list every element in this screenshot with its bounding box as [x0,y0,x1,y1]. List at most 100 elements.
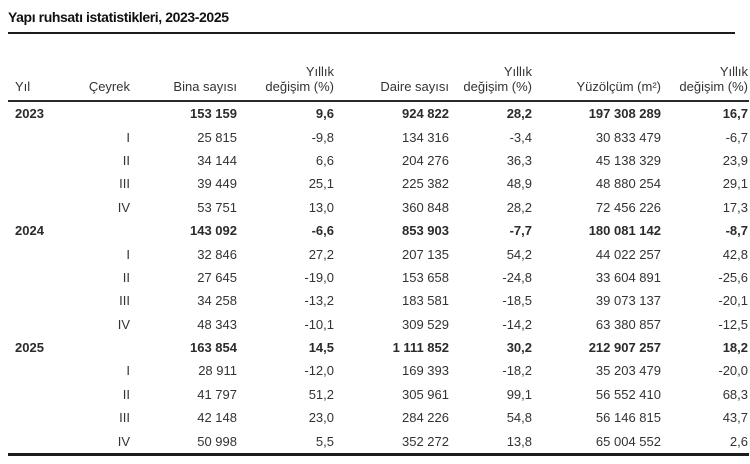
bina-sayisi-cell: 48 343 [197,316,237,332]
bina-sayisi-cell: 153 159 [190,106,237,122]
yuzolcum-cell: 212 907 257 [588,340,661,356]
yuzolcum-yillik-degisim-cell: 16,7 [722,106,748,122]
bina-yillik-degisim-cell: -12,0 [304,363,334,379]
daire-yillik-degisim-cell: 36,3 [506,152,532,168]
yuzolcum-cell: 44 022 257 [595,246,661,262]
bina-sayisi-cell: 27 645 [197,269,237,285]
daire-sayisi-cell: 134 316 [402,129,449,145]
yuzolcum-yillik-degisim-cell: -12,5 [718,316,748,332]
bina-sayisi-cell: 42 148 [197,410,237,426]
yuzolcum-yillik-degisim-cell: -25,6 [718,269,748,285]
bina-yillik-degisim-cell: 13,0 [308,199,334,215]
year-cell: 2023 [15,106,44,122]
yuzolcum-yillik-degisim-cell: 2,6 [729,433,748,449]
bina-sayisi-cell: 34 258 [197,293,237,309]
daire-yillik-degisim-cell: -18,5 [502,293,532,309]
bina-sayisi-cell: 41 797 [197,386,237,402]
bina-yillik-degisim-cell: -10,1 [304,316,334,332]
daire-yillik-degisim-cell: -7,7 [509,223,532,239]
yuzolcum-yillik-degisim-cell: 29,1 [722,176,748,192]
daire-yillik-degisim-cell: -24,8 [502,269,532,285]
quarter-row: I 28 911 -12,0 169 393 -18,2 35 203 479 -20,0 [8,359,749,382]
bina-yillik-degisim-cell: 14,5 [308,340,334,356]
yuzolcum-yillik-degisim-cell: 42,8 [722,246,748,262]
yuzolcum-yillik-degisim-cell: -6,7 [725,129,748,145]
title-divider [8,32,735,34]
quarter-cell [68,219,131,242]
daire-sayisi-cell: 352 272 [402,433,449,449]
quarter-cell: I [126,246,130,262]
daire-sayisi-cell: 309 529 [402,316,449,332]
quarter-row: II 27 645 -19,0 153 658 -24,8 33 604 891 -25,6 [8,266,749,289]
daire-sayisi-cell: 284 226 [402,410,449,426]
quarter-cell: I [126,363,130,379]
quarter-cell: IV [117,316,130,332]
daire-sayisi-cell: 153 658 [402,269,449,285]
yuzolcum-yillik-degisim-cell: 43,7 [722,410,748,426]
daire-sayisi-cell: 305 961 [402,386,449,402]
bina-sayisi-cell: 34 144 [197,152,237,168]
year-cell: 2025 [15,340,44,356]
year-cell [8,149,68,172]
daire-yillik-degisim-cell: 54,8 [506,410,532,426]
yuzolcum-cell: 35 203 479 [595,363,661,379]
year-cell [8,196,68,219]
year-cell [8,406,68,429]
column-header-yuzolcum-yillik-degisim: Yıllık değişim (%) [662,34,749,102]
daire-yillik-degisim-cell: -14,2 [502,316,532,332]
year-cell [8,266,68,289]
yuzolcum-yillik-degisim-cell: -20,0 [718,363,748,379]
table-body: 2023 153 159 9,6 924 822 28,2 197 308 289 16,7… [8,101,749,454]
bina-sayisi-cell: 39 449 [197,176,237,192]
daire-sayisi-cell: 225 382 [402,176,449,192]
daire-sayisi-cell: 1 111 852 [392,340,449,356]
yuzolcum-cell: 45 138 329 [595,152,661,168]
quarter-row: II 41 797 51,2 305 961 99,1 56 552 410 68,3 [8,383,749,406]
bina-yillik-degisim-cell: 5,5 [315,433,334,449]
daire-yillik-degisim-cell: 99,1 [506,386,532,402]
quarter-row: IV 48 343 -10,1 309 529 -14,2 63 380 857 -12,5 [8,313,749,336]
yuzolcum-cell: 180 081 142 [588,223,661,239]
column-header-bina-sayisi: Bina sayısı [131,34,238,102]
year-cell [8,313,68,336]
quarter-cell: III [119,293,130,309]
quarter-row: III 42 148 23,0 284 226 54,8 56 146 815 43,7 [8,406,749,429]
daire-yillik-degisim-cell: 28,2 [506,106,532,122]
year-cell [8,172,68,195]
quarter-cell [68,336,131,359]
daire-yillik-degisim-cell: 54,2 [506,246,532,262]
bina-yillik-degisim-cell: 27,2 [308,246,334,262]
daire-yillik-degisim-cell: 13,8 [506,433,532,449]
yuzolcum-cell: 72 456 226 [595,199,661,215]
daire-yillik-degisim-cell: -3,4 [509,129,532,145]
quarter-cell [68,101,131,125]
yuzolcum-cell: 56 552 410 [595,386,661,402]
bina-yillik-degisim-cell: -19,0 [304,269,334,285]
column-header-bina-yillik-degisim: Yıllık değişim (%) [238,34,335,102]
daire-yillik-degisim-cell: 48,9 [506,176,532,192]
daire-sayisi-cell: 360 848 [402,199,449,215]
daire-yillik-degisim-cell: 28,2 [506,199,532,215]
year-cell [8,289,68,312]
bina-sayisi-cell: 28 911 [198,363,237,379]
quarter-row: II 34 144 6,6 204 276 36,3 45 138 329 23,9 [8,149,749,172]
column-header-yuzolcum: Yüzölçüm (m²) [533,34,662,102]
year-cell [8,125,68,148]
bina-sayisi-cell: 25 815 [197,129,237,145]
daire-sayisi-cell: 207 135 [402,246,449,262]
quarter-cell: III [119,176,130,192]
yuzolcum-cell: 56 146 815 [595,410,661,426]
daire-sayisi-cell: 924 822 [402,106,449,122]
daire-sayisi-cell: 169 393 [402,363,449,379]
quarter-cell: I [126,129,130,145]
year-total-row: 2023 153 159 9,6 924 822 28,2 197 308 289 16,7 [8,101,749,125]
quarter-row: IV 50 998 5,5 352 272 13,8 65 004 552 2,6 [8,429,749,454]
bina-yillik-degisim-cell: -9,8 [311,129,334,145]
quarter-cell: III [119,410,130,426]
daire-sayisi-cell: 183 581 [402,293,449,309]
quarter-cell: II [122,152,130,168]
bina-yillik-degisim-cell: 25,1 [308,176,334,192]
year-cell [8,359,68,382]
yuzolcum-cell: 33 604 891 [595,269,661,285]
quarter-row: I 32 846 27,2 207 135 54,2 44 022 257 42,8 [8,242,749,265]
